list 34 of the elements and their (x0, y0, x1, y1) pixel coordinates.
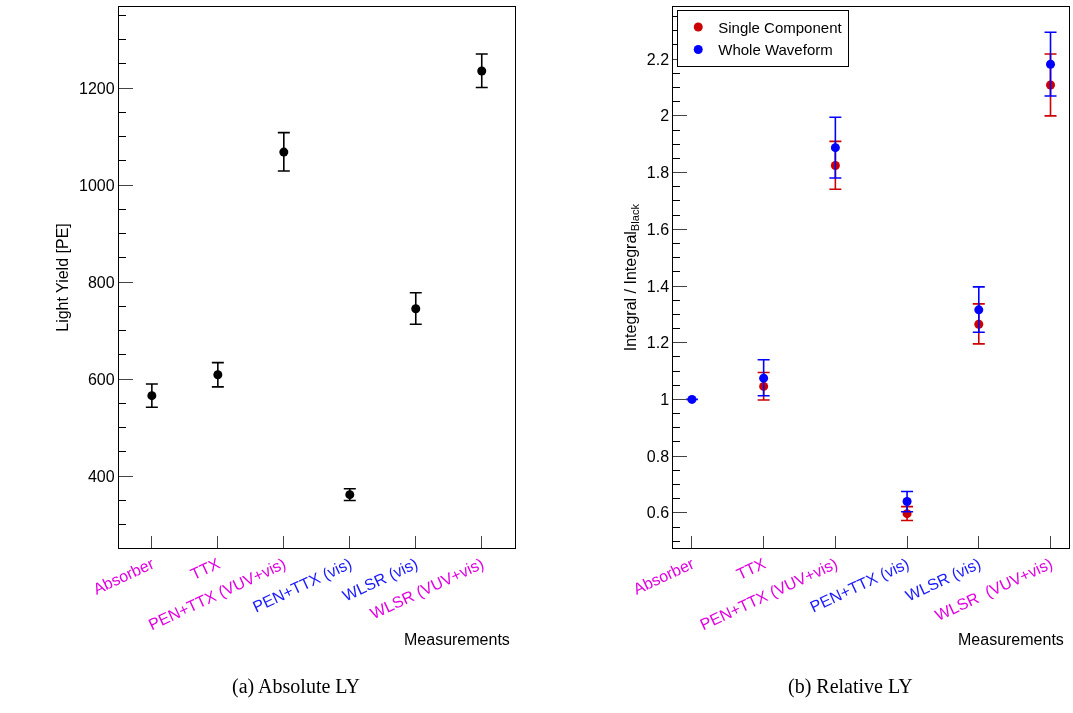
y-axis-title: Light Yield [PE] (53, 223, 71, 332)
point (1046, 59, 1056, 69)
y-tick-label: 1.8 (646, 164, 670, 182)
legend-label: Single Component (718, 18, 843, 36)
point (830, 143, 840, 153)
text: (a) Absolute LY (232, 675, 360, 698)
text: (b) Relative LY (788, 675, 913, 698)
legend-label: Whole Waveform (718, 41, 833, 59)
point (147, 391, 157, 401)
x-tick-label: TTX (733, 554, 769, 583)
y-tick-label: 1.6 (646, 220, 670, 238)
y-tick-label: 800 (87, 273, 115, 291)
y-tick-label: 0.8 (646, 447, 670, 465)
x-axis-title: Measurements (958, 631, 1064, 648)
y-tick-label: 2.2 (646, 50, 670, 68)
x-axis-title: Measurements (404, 631, 510, 648)
point (974, 305, 984, 315)
point (213, 370, 223, 380)
point (477, 66, 487, 76)
point (279, 147, 289, 157)
y-tick-label: 600 (87, 370, 115, 388)
point (411, 304, 421, 314)
y-tick-label: 1.2 (646, 334, 670, 352)
y-tick-label: 1 (660, 391, 670, 409)
y-tick-label: 400 (87, 467, 115, 485)
point (902, 497, 912, 506)
y-tick-label: 1.4 (646, 277, 670, 295)
point (687, 394, 697, 404)
y-tick-label: 1200 (79, 79, 115, 97)
x-tick-label: TTX (187, 554, 223, 583)
y-tick-label: 0.6 (646, 504, 670, 522)
y-tick-label: 1000 (79, 176, 115, 194)
point (759, 373, 769, 383)
y-tick-label: 2 (660, 107, 670, 125)
